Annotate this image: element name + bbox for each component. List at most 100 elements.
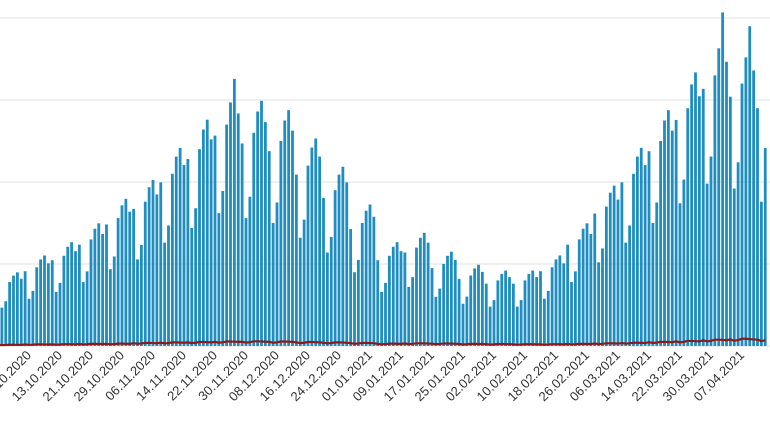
bar xyxy=(682,179,686,346)
bar xyxy=(442,264,446,346)
bar xyxy=(376,260,380,346)
bar xyxy=(213,135,217,346)
bar xyxy=(132,208,136,346)
bar xyxy=(434,296,438,346)
bar xyxy=(287,110,291,346)
bar xyxy=(643,165,647,346)
bar xyxy=(546,290,550,346)
bar xyxy=(670,130,674,346)
bar xyxy=(139,244,143,346)
bar xyxy=(93,228,97,346)
bar xyxy=(756,108,759,346)
bar xyxy=(457,278,461,346)
bar xyxy=(403,252,407,346)
bar xyxy=(694,72,697,346)
bar xyxy=(616,199,620,346)
bar xyxy=(4,301,8,346)
bar xyxy=(360,223,364,346)
bar xyxy=(763,148,767,346)
bar xyxy=(74,251,77,346)
bar xyxy=(147,187,151,346)
bar xyxy=(275,202,279,346)
bar xyxy=(31,290,35,346)
bar xyxy=(422,232,426,346)
bar xyxy=(550,267,554,346)
bar xyxy=(415,247,418,346)
bar xyxy=(221,191,225,346)
bar xyxy=(248,196,252,346)
bar xyxy=(58,282,62,346)
bar xyxy=(488,306,492,346)
bar xyxy=(380,291,384,346)
bar xyxy=(12,275,15,346)
line xyxy=(0,337,766,347)
bar xyxy=(511,283,515,346)
bar xyxy=(314,138,318,346)
bar xyxy=(535,277,539,346)
bar xyxy=(201,129,205,346)
bar xyxy=(333,190,337,346)
bar xyxy=(554,259,558,346)
bar xyxy=(186,159,190,346)
bar xyxy=(170,173,174,346)
bar xyxy=(407,286,411,346)
bar xyxy=(182,165,186,346)
bar xyxy=(686,108,690,346)
bar xyxy=(260,100,263,346)
bar xyxy=(515,306,519,346)
bar xyxy=(101,233,105,346)
bar xyxy=(399,251,403,346)
bar xyxy=(593,213,597,346)
bar xyxy=(15,272,19,346)
bar xyxy=(430,268,434,346)
bar xyxy=(46,263,50,346)
bar xyxy=(341,166,345,346)
bar xyxy=(353,272,356,346)
bar xyxy=(744,57,748,347)
bar xyxy=(477,264,480,346)
bar xyxy=(573,271,577,346)
bar xyxy=(496,280,500,346)
bar xyxy=(294,174,298,346)
bar xyxy=(612,185,616,346)
bar xyxy=(426,242,430,346)
bar xyxy=(124,198,128,346)
bar xyxy=(628,225,632,346)
bar xyxy=(659,141,663,346)
bar xyxy=(244,218,248,346)
bar xyxy=(66,246,70,346)
bar xyxy=(570,282,573,346)
bar xyxy=(608,192,612,346)
bar xyxy=(597,262,601,346)
bar xyxy=(484,283,488,346)
bar xyxy=(108,269,112,346)
bar xyxy=(500,273,504,346)
bar xyxy=(337,174,341,346)
bar xyxy=(647,151,651,346)
bar xyxy=(302,219,306,346)
bar xyxy=(116,218,120,346)
bar xyxy=(159,182,163,346)
bar xyxy=(539,271,542,346)
bar xyxy=(632,173,635,346)
bar xyxy=(229,102,232,347)
bar xyxy=(728,96,732,346)
bar xyxy=(62,255,66,346)
bar xyxy=(112,256,116,346)
bar xyxy=(136,259,139,346)
bar xyxy=(194,208,198,346)
bar xyxy=(174,156,178,346)
bar xyxy=(256,111,260,346)
bar xyxy=(283,120,287,346)
bar xyxy=(291,130,294,346)
bar xyxy=(35,267,39,346)
bar xyxy=(120,205,124,346)
bar xyxy=(604,206,608,346)
bar xyxy=(577,239,581,346)
bar xyxy=(318,156,322,346)
bar xyxy=(263,122,267,346)
bar xyxy=(492,300,496,346)
bar xyxy=(651,223,655,346)
bar xyxy=(620,182,624,346)
bar xyxy=(453,259,457,346)
